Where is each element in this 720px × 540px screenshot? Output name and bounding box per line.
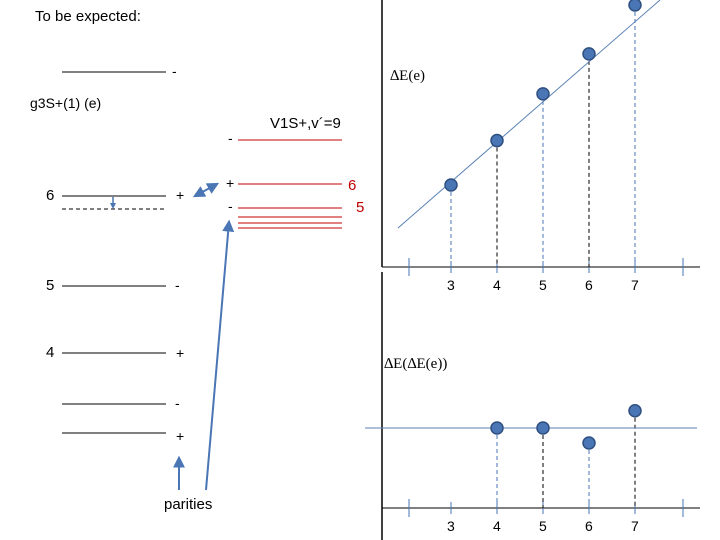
delta-delta-e-chart: ∆E(∆E(e)) 3 4 5 6 7 (365, 272, 700, 540)
right-level-diagram: V1S+,v´=9 - + 6 - 5 (226, 115, 364, 229)
chart2-title: ∆E(∆E(e)) (384, 356, 447, 372)
slide-title: To be expected: (35, 8, 141, 25)
chart2-tick-label: 5 (539, 518, 547, 534)
left-level-diagram: - g3S+(1) (e) 6 + 5 - 4 + - + parities (30, 63, 235, 513)
red-level-top-parity: - (228, 130, 233, 146)
level-6-label: 6 (46, 187, 54, 204)
chart1-title: ∆E(e) (390, 68, 425, 84)
red-level-6-parity: + (226, 175, 234, 191)
chart2-point (582, 436, 596, 450)
chart2-point (490, 421, 504, 435)
top-level-parity: - (172, 63, 177, 79)
level-5-parity: - (175, 277, 180, 293)
red-level-6-label: 6 (348, 177, 356, 194)
chart2-point (536, 421, 550, 435)
chart1-fit-line (397, 0, 661, 229)
red-level-5-label: 5 (356, 199, 364, 216)
chart1-point (628, 0, 642, 12)
chart1-point (490, 133, 504, 148)
chart2-point (628, 404, 642, 418)
level-5-label: 5 (46, 277, 54, 294)
level-2-parity: + (176, 428, 184, 444)
splitting-arrowhead-icon (110, 203, 116, 209)
red-level-5-parity: - (228, 198, 233, 214)
lower-state-label: g3S+(1) (e) (30, 95, 101, 111)
level-6-parity: + (176, 187, 184, 203)
chart1-tick-label: 4 (493, 277, 501, 293)
chart1-point (444, 178, 458, 192)
level-4-label: 4 (46, 344, 54, 361)
parities-arrow-right (205, 219, 235, 491)
chart2-tick-label: 4 (493, 518, 501, 534)
chart2-tick-label: 3 (447, 518, 455, 534)
chart1-point (582, 47, 596, 61)
upper-state-label: V1S+,v´=9 (270, 115, 341, 132)
chart1-point (536, 87, 550, 101)
level-3-parity: - (175, 395, 180, 411)
chart1-tick-label: 7 (631, 277, 639, 293)
chart1-tick-label: 6 (585, 277, 593, 293)
parities-label: parities (164, 496, 212, 513)
delta-e-chart: ∆E(e) 3 4 5 6 7 (381, 0, 700, 293)
chart2-tick-label: 7 (631, 518, 639, 534)
chart1-tick-label: 5 (539, 277, 547, 293)
chart2-tick-label: 6 (585, 518, 593, 534)
coupling-double-arrow (192, 182, 220, 198)
chart1-tick-label: 3 (447, 277, 455, 293)
level-4-parity: + (176, 345, 184, 361)
